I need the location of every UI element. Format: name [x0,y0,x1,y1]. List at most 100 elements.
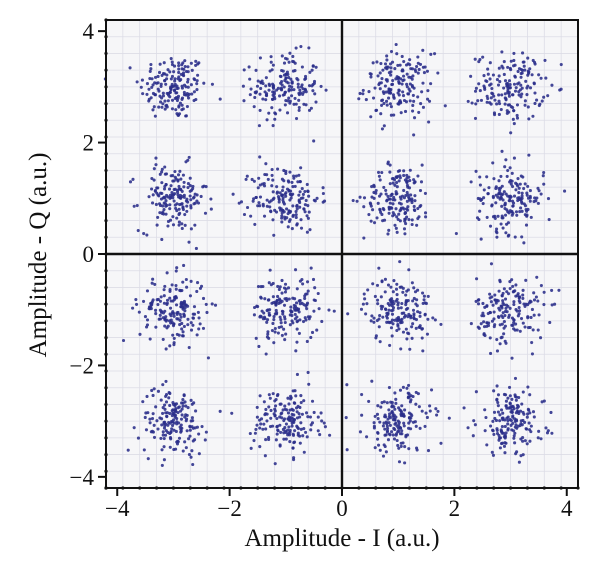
scatter-point [149,67,153,71]
x-minor-tick [323,486,327,490]
scatter-point [176,193,180,197]
scatter-point [497,66,501,70]
scatter-point [295,204,299,208]
scatter-point [142,299,146,303]
scatter-point [160,170,164,174]
scatter-point [294,46,298,50]
scatter-point [178,169,182,173]
scatter-point [517,191,521,195]
scatter-point [313,199,317,203]
scatter-point [171,333,175,337]
scatter-point [280,220,284,224]
scatter-point [291,408,295,412]
scatter-point [406,62,410,66]
scatter-point [185,285,189,289]
scatter-point [258,445,262,449]
scatter-point [178,425,182,429]
scatter-point [491,419,495,423]
scatter-point [395,297,399,301]
scatter-point [505,109,509,113]
scatter-point [498,446,502,450]
scatter-point [252,105,256,109]
scatter-point [385,314,389,318]
scatter-point [245,174,249,178]
scatter-point [376,298,380,302]
scatter-point [525,415,529,419]
scatter-point [186,94,190,98]
scatter-point [497,93,501,97]
scatter-point [385,54,389,58]
scatter-point [391,211,395,215]
scatter-point [482,188,486,192]
scatter-point [367,90,371,94]
scatter-point [511,414,515,418]
scatter-point [299,226,304,230]
scatter-point [388,62,393,66]
scatter-point [387,308,391,312]
scatter-point [542,302,546,307]
x-minor-tick [576,486,580,490]
scatter-point [286,411,291,415]
scatter-point [505,174,509,178]
scatter-point [156,186,160,190]
scatter-point [400,301,404,306]
scatter-point [477,82,481,86]
scatter-point [402,207,406,211]
scatter-point [500,64,504,68]
scatter-point [355,199,359,203]
scatter-point [413,194,417,198]
scatter-point [177,67,181,71]
scatter-point [168,344,172,348]
scatter-point [490,91,494,95]
scatter-point [291,389,295,393]
scatter-point [173,169,177,174]
scatter-point [264,98,268,102]
scatter-point [174,108,178,112]
scatter-point [170,320,174,325]
scatter-point [521,51,525,55]
scatter-point [186,80,190,84]
scatter-point [521,436,525,440]
scatter-point [375,60,379,64]
scatter-point [278,206,282,210]
scatter-point [213,303,218,307]
scatter-point [165,271,169,275]
scatter-point [265,419,269,423]
scatter-point [291,446,295,450]
scatter-point [186,182,190,186]
scatter-point [500,304,504,308]
scatter-point [475,277,479,281]
scatter-point [280,54,284,58]
scatter-point [520,209,524,213]
scatter-point [269,408,273,413]
scatter-point [376,404,380,408]
scatter-point [273,462,277,466]
scatter-point [261,204,265,208]
scatter-point [145,233,149,237]
scatter-point [358,430,362,434]
scatter-point [390,312,395,316]
scatter-point [512,327,516,331]
scatter-point [392,195,396,199]
scatter-point [385,58,389,62]
scatter-point [387,386,391,390]
scatter-point [279,430,283,434]
scatter-point [492,317,496,321]
scatter-point [406,208,410,212]
scatter-point [281,310,285,314]
scatter-point [289,419,293,423]
scatter-point [298,441,302,445]
scatter-point [492,389,496,393]
scatter-point [186,158,190,162]
scatter-point [495,349,500,353]
scatter-point [506,427,510,431]
scatter-point [164,400,169,404]
scatter-point [281,93,285,97]
scatter-point [278,108,282,112]
scatter-point [268,69,272,73]
scatter-point [262,400,266,404]
scatter-point [391,433,395,437]
scatter-point [288,428,292,432]
scatter-point [287,402,291,406]
scatter-point [488,336,492,340]
